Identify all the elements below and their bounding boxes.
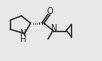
Text: H: H bbox=[19, 35, 25, 44]
Text: N: N bbox=[19, 29, 25, 38]
Text: N: N bbox=[50, 24, 56, 33]
Text: O: O bbox=[47, 7, 53, 16]
